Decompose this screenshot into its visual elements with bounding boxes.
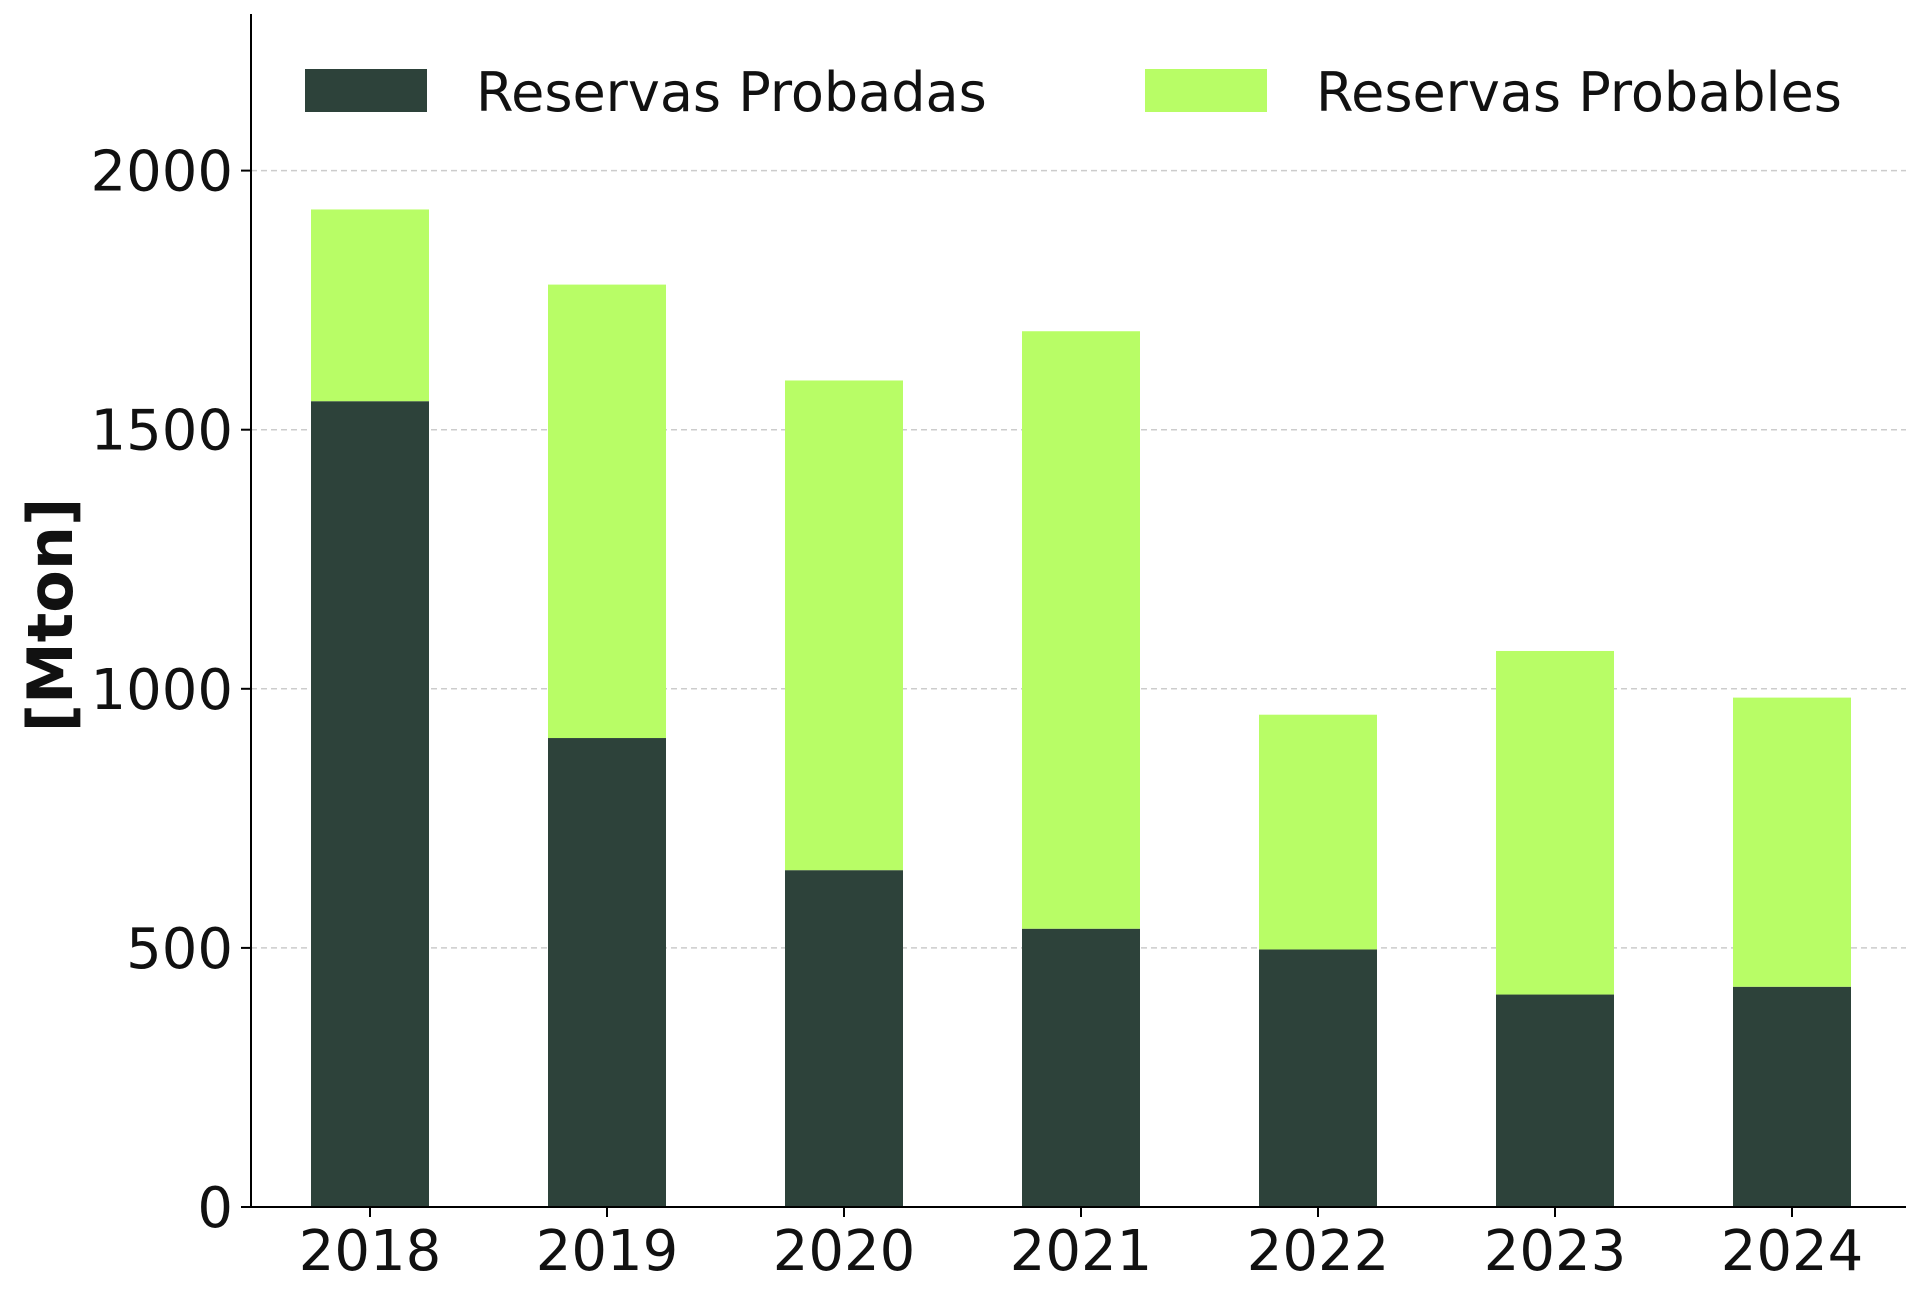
bar-probadas-2018 xyxy=(311,401,429,1208)
x-ticks: 2018 2019 2020 2021 2022 2023 2024 xyxy=(299,1207,1864,1284)
y-tick-label: 1000 xyxy=(90,658,233,723)
x-tick-label: 2021 xyxy=(1010,1219,1153,1284)
bars xyxy=(311,209,1851,1208)
x-tick-label: 2022 xyxy=(1247,1219,1390,1284)
x-tick-label: 2019 xyxy=(536,1219,679,1284)
legend-swatch-probables xyxy=(1145,69,1267,112)
bar-probables-2019 xyxy=(548,284,666,739)
legend-label-probables: Reservas Probables xyxy=(1316,61,1842,124)
x-tick-label: 2020 xyxy=(773,1219,916,1284)
bar-probables-2023 xyxy=(1496,650,1614,995)
bar-probables-2018 xyxy=(311,209,429,402)
y-tick-label: 1500 xyxy=(90,399,233,464)
x-tick-label: 2023 xyxy=(1484,1219,1627,1284)
y-ticks: 0 500 1000 1500 2000 xyxy=(90,140,251,1241)
y-tick-label: 500 xyxy=(126,917,233,982)
bar-probables-2024 xyxy=(1733,697,1851,987)
bar-probables-2021 xyxy=(1022,331,1140,929)
bar-probables-2022 xyxy=(1259,714,1377,950)
bar-probadas-2020 xyxy=(785,870,903,1207)
bar-probadas-2019 xyxy=(548,738,666,1207)
y-axis-title: [Mton] xyxy=(14,498,87,733)
y-tick-label: 2000 xyxy=(90,140,233,205)
bar-probadas-2023 xyxy=(1496,994,1614,1207)
x-tick-label: 2024 xyxy=(1721,1219,1864,1284)
legend: Reservas Probadas Reservas Probables xyxy=(305,61,1842,124)
bar-probadas-2022 xyxy=(1259,949,1377,1207)
gridlines xyxy=(251,169,1906,949)
bar-probadas-2024 xyxy=(1733,986,1851,1207)
legend-label-probadas: Reservas Probadas xyxy=(476,61,987,124)
bar-probadas-2021 xyxy=(1022,928,1140,1207)
y-tick-label: 0 xyxy=(197,1176,233,1241)
x-tick-label: 2018 xyxy=(299,1219,442,1284)
bar-probables-2020 xyxy=(785,380,903,871)
legend-swatch-probadas xyxy=(305,69,427,112)
axes xyxy=(250,14,1906,1208)
